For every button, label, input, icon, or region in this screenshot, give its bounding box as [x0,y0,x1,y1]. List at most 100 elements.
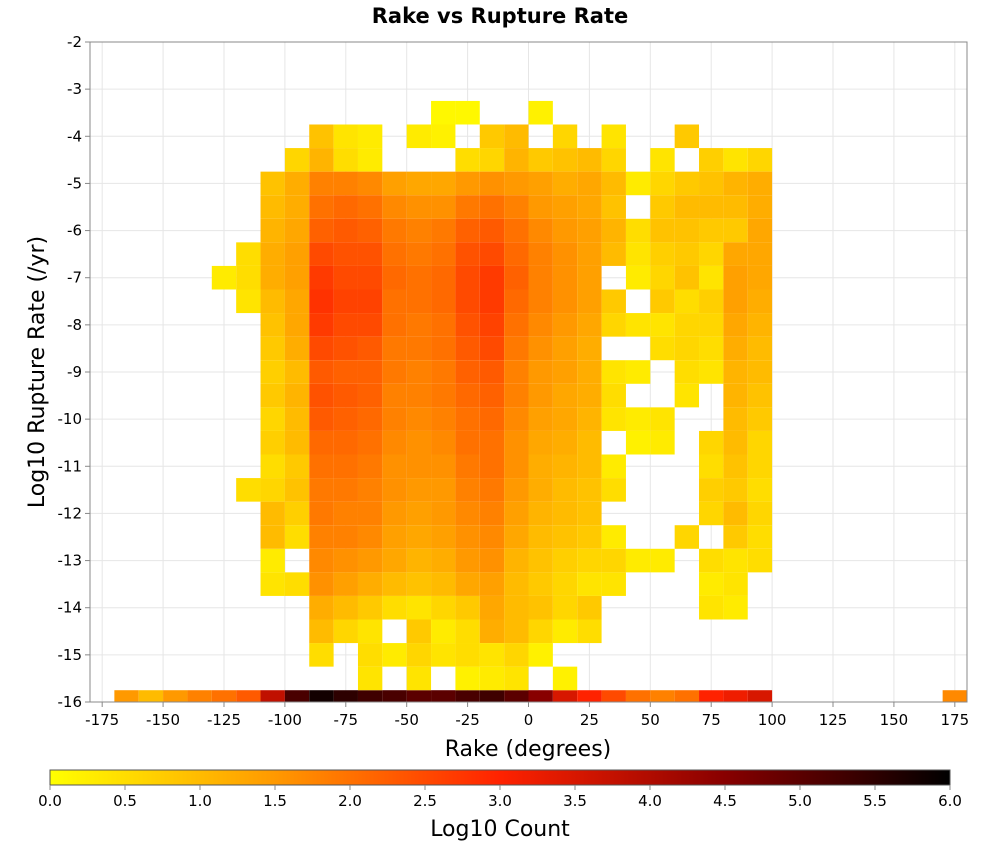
heatmap-cell [723,595,748,620]
colorbar-tick-label: 4.0 [638,792,662,810]
heatmap-cell [284,525,310,549]
heatmap-cell [674,289,700,314]
heatmap-cell [699,265,724,290]
heatmap-cell [479,171,505,196]
heatmap-cell [333,313,358,337]
heatmap-cell [260,313,285,337]
heatmap-cells [114,100,967,702]
heatmap-cell [382,430,407,455]
x-tick-label: -100 [268,711,302,729]
colorbar-tick-label: 2.5 [413,792,437,810]
heatmap-cell [479,690,505,702]
heatmap-cell [406,242,432,266]
heatmap-cell [528,360,553,384]
heatmap-cell [406,619,432,644]
heatmap-cell [747,171,773,196]
colorbar-tick-label: 6.0 [938,792,962,810]
heatmap-cell [552,383,578,408]
heatmap-cell [309,218,334,243]
heatmap-cell [747,525,773,549]
heatmap-cell [747,454,773,479]
y-tick-label: -16 [58,693,83,711]
heatmap-cell [723,430,748,455]
heatmap-cell [382,572,407,596]
x-tick-label: 25 [580,711,599,729]
heatmap-cell [406,454,432,479]
heatmap-cell [747,548,773,573]
heatmap-cell [674,313,700,337]
heatmap-cell [747,289,773,314]
y-tick-label: -3 [67,80,82,98]
heatmap-cell [625,265,651,290]
heatmap-cell [479,501,505,526]
heatmap-cell [552,595,578,620]
heatmap-cell [625,548,651,573]
heatmap-cell [528,407,553,431]
heatmap-cell [479,383,505,408]
heatmap-cell [723,478,748,502]
heatmap-cell [552,195,578,219]
heatmap-cell [747,336,773,361]
heatmap-cell [528,171,553,196]
heatmap-cell [357,313,383,337]
heatmap-cell [747,360,773,384]
heatmap-cell [357,289,383,314]
heatmap-cell [284,572,310,596]
heatmap-cell [431,218,456,243]
heatmap-cell [699,195,724,219]
heatmap-cell [333,619,358,644]
heatmap-cell [723,289,748,314]
heatmap-cell [699,572,724,596]
heatmap-cell [577,171,602,196]
heatmap-cell [357,336,383,361]
heatmap-cell [601,218,626,243]
heatmap-cell [260,478,285,502]
heatmap-cell [601,289,626,314]
colorbar-tick-label: 4.5 [713,792,737,810]
heatmap-cell [357,124,383,149]
heatmap-cell [650,242,675,266]
heatmap-cell [552,478,578,502]
heatmap-cell [284,478,310,502]
heatmap-cell [382,407,407,431]
heatmap-cell [284,313,310,337]
heatmap-cell [479,336,505,361]
heatmap-cell [406,501,432,526]
heatmap-cell [333,148,358,172]
y-tick-label: -14 [58,599,83,617]
y-tick-label: -10 [58,410,83,428]
y-tick-label: -2 [67,33,82,51]
heatmap-cell [357,595,383,620]
heatmap-cell [309,478,334,502]
heatmap-cell [747,478,773,502]
heatmap-cell [723,407,748,431]
heatmap-cell [528,100,553,125]
heatmap-cell [382,478,407,502]
heatmap-cell [504,124,529,149]
heatmap-cell [455,690,480,702]
heatmap-cell [699,336,724,361]
heatmap-cell [479,148,505,172]
heatmap-cell [260,501,285,526]
heatmap-cell [577,242,602,266]
heatmap-cell [309,619,334,644]
heatmap-cell [406,195,432,219]
heatmap-cell [479,124,505,149]
heatmap-cell [552,619,578,644]
heatmap-cell [382,501,407,526]
heatmap-cell [479,313,505,337]
heatmap-cell [333,595,358,620]
heatmap-cell [577,454,602,479]
heatmap-cell [601,195,626,219]
heatmap-cell [309,525,334,549]
heatmap-cell [674,171,700,196]
heatmap-cell [284,407,310,431]
heatmap-cell [479,525,505,549]
heatmap-cell [723,171,748,196]
heatmap-cell [236,289,261,314]
heatmap-cell [577,690,602,702]
heatmap-cell [431,289,456,314]
heatmap-cell [260,690,285,702]
heatmap-cell [650,289,675,314]
heatmap-cell [333,430,358,455]
